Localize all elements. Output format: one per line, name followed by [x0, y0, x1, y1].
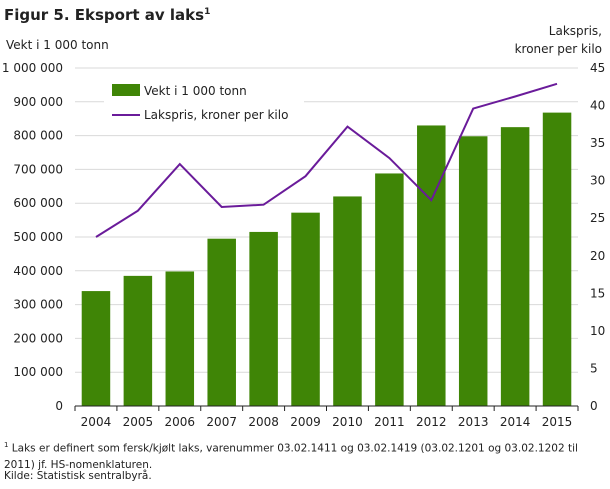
x-tick-label: 2014 [500, 415, 531, 429]
x-tick-label: 2004 [81, 415, 112, 429]
bar [542, 112, 572, 406]
y-right-tick-label: 10 [590, 324, 605, 338]
bar [417, 125, 446, 407]
y-left-tick-label: 300 000 [13, 298, 63, 312]
y-right-tick-label: 40 [590, 99, 605, 113]
x-tick-label: 2011 [374, 415, 405, 429]
x-tick-label: 2006 [165, 415, 196, 429]
right-axis-label-line-2: kroner per kilo [514, 42, 602, 56]
y-right-tick-label: 5 [590, 361, 598, 375]
y-right-tick-label: 25 [590, 211, 605, 225]
left-axis-label: Vekt i 1 000 tonn [6, 38, 109, 52]
y-right-tick-label: 35 [590, 136, 605, 150]
y-left-tick-label: 500 000 [13, 230, 63, 244]
bar [458, 136, 488, 406]
bar [333, 196, 362, 406]
x-tick-label: 2007 [206, 415, 237, 429]
x-tick-label: 2013 [458, 415, 489, 429]
y-left-tick-label: 600 000 [13, 196, 63, 210]
x-tick-label: 2009 [290, 415, 321, 429]
y-right-tick-label: 0 [590, 399, 598, 413]
bar [165, 271, 195, 406]
bar [249, 231, 278, 406]
right-axis-label-line-1: Lakspris, [548, 24, 602, 38]
bar [123, 275, 153, 406]
y-left-tick-label: 700 000 [13, 162, 63, 176]
y-left-tick-label: 900 000 [13, 95, 63, 109]
y-right-tick-label: 45 [590, 61, 605, 75]
bar [375, 173, 404, 406]
bar [207, 238, 236, 406]
y-left-tick-label: 400 000 [13, 264, 63, 278]
y-right-tick-label: 30 [590, 174, 605, 188]
y-left-tick-label: 0 [55, 399, 63, 413]
x-tick-label: 2015 [542, 415, 573, 429]
footnote: 1 Laks er definert som fersk/kjølt laks,… [4, 441, 578, 471]
x-tick-label: 2005 [123, 415, 154, 429]
y-left-tick-label: 200 000 [13, 331, 63, 345]
y-right-tick-label: 15 [590, 286, 605, 300]
y-right-tick-label: 20 [590, 249, 605, 263]
legend-label-line: Lakspris, kroner per kilo [144, 108, 288, 122]
price-line [95, 82, 558, 238]
y-left-tick-label: 100 000 [13, 365, 63, 379]
x-tick-label: 2010 [332, 415, 363, 429]
right-axis-label: Lakspris, kroner per kilo [515, 22, 602, 58]
y-left-tick-label: 800 000 [13, 129, 63, 143]
bar [500, 127, 530, 407]
source-note: Kilde: Statistisk sentralbyrå. [4, 470, 152, 482]
x-tick-label: 2008 [248, 415, 279, 429]
figure-title: Figur 5. Eksport av laks1 [4, 6, 211, 24]
y-left-tick-label: 1 000 000 [2, 61, 63, 75]
bar [291, 212, 320, 406]
legend-label-bar: Vekt i 1 000 tonn [144, 84, 247, 98]
legend-swatch-bar [112, 84, 140, 96]
bar [81, 291, 111, 406]
x-tick-label: 2012 [416, 415, 447, 429]
